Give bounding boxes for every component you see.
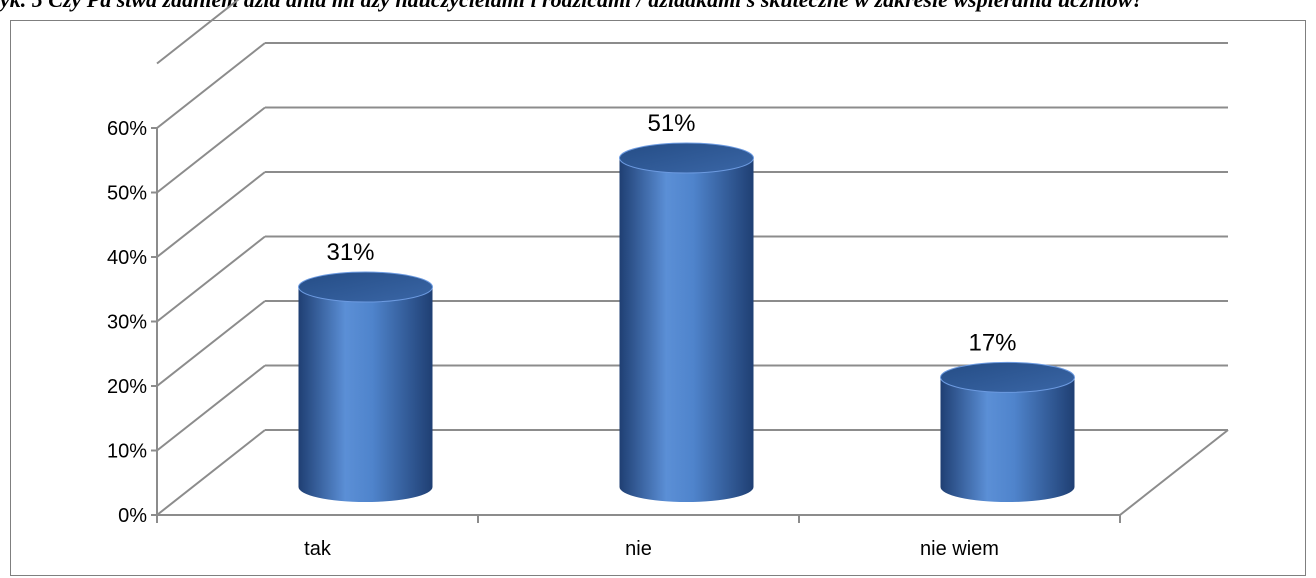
gridline-diagonal [156,364,266,452]
y-tick-label: 20% [107,376,147,398]
gridline-diagonal [156,171,266,258]
chart-caption: yk. 5 Czy Pa stwa zdaniem dzia ania mi d… [0,0,1316,13]
y-tick-label: 60% [107,118,147,140]
y-tick-label: 0% [118,505,147,527]
y-tick-label: 10% [107,441,147,463]
bar-nie-wiem [940,377,1075,502]
bar-tak [298,287,433,502]
gridline-diagonal [156,300,266,387]
bar-top-nie [619,142,754,174]
bar-nie [619,158,754,503]
data-label: 31% [326,239,374,266]
y-tick-label: 30% [107,312,147,334]
y-tick-label: 50% [107,183,147,205]
bar-top-nie-wiem [940,361,1075,393]
chart-frame [10,20,1306,576]
floor-edge [1119,429,1229,516]
y-tick-label: 40% [107,247,147,269]
category-label: tak [304,538,332,560]
gridline-diagonal [156,429,266,516]
bar-top-tak [298,271,433,303]
data-label: 51% [647,110,695,137]
gridline-diagonal [156,106,266,194]
data-label: 17% [968,329,1016,356]
gridline-diagonal [156,235,266,323]
category-label: nie wiem [920,538,999,560]
gridline-diagonal [156,0,240,65]
gridline-diagonal [156,42,266,129]
category-label: nie [625,538,652,560]
